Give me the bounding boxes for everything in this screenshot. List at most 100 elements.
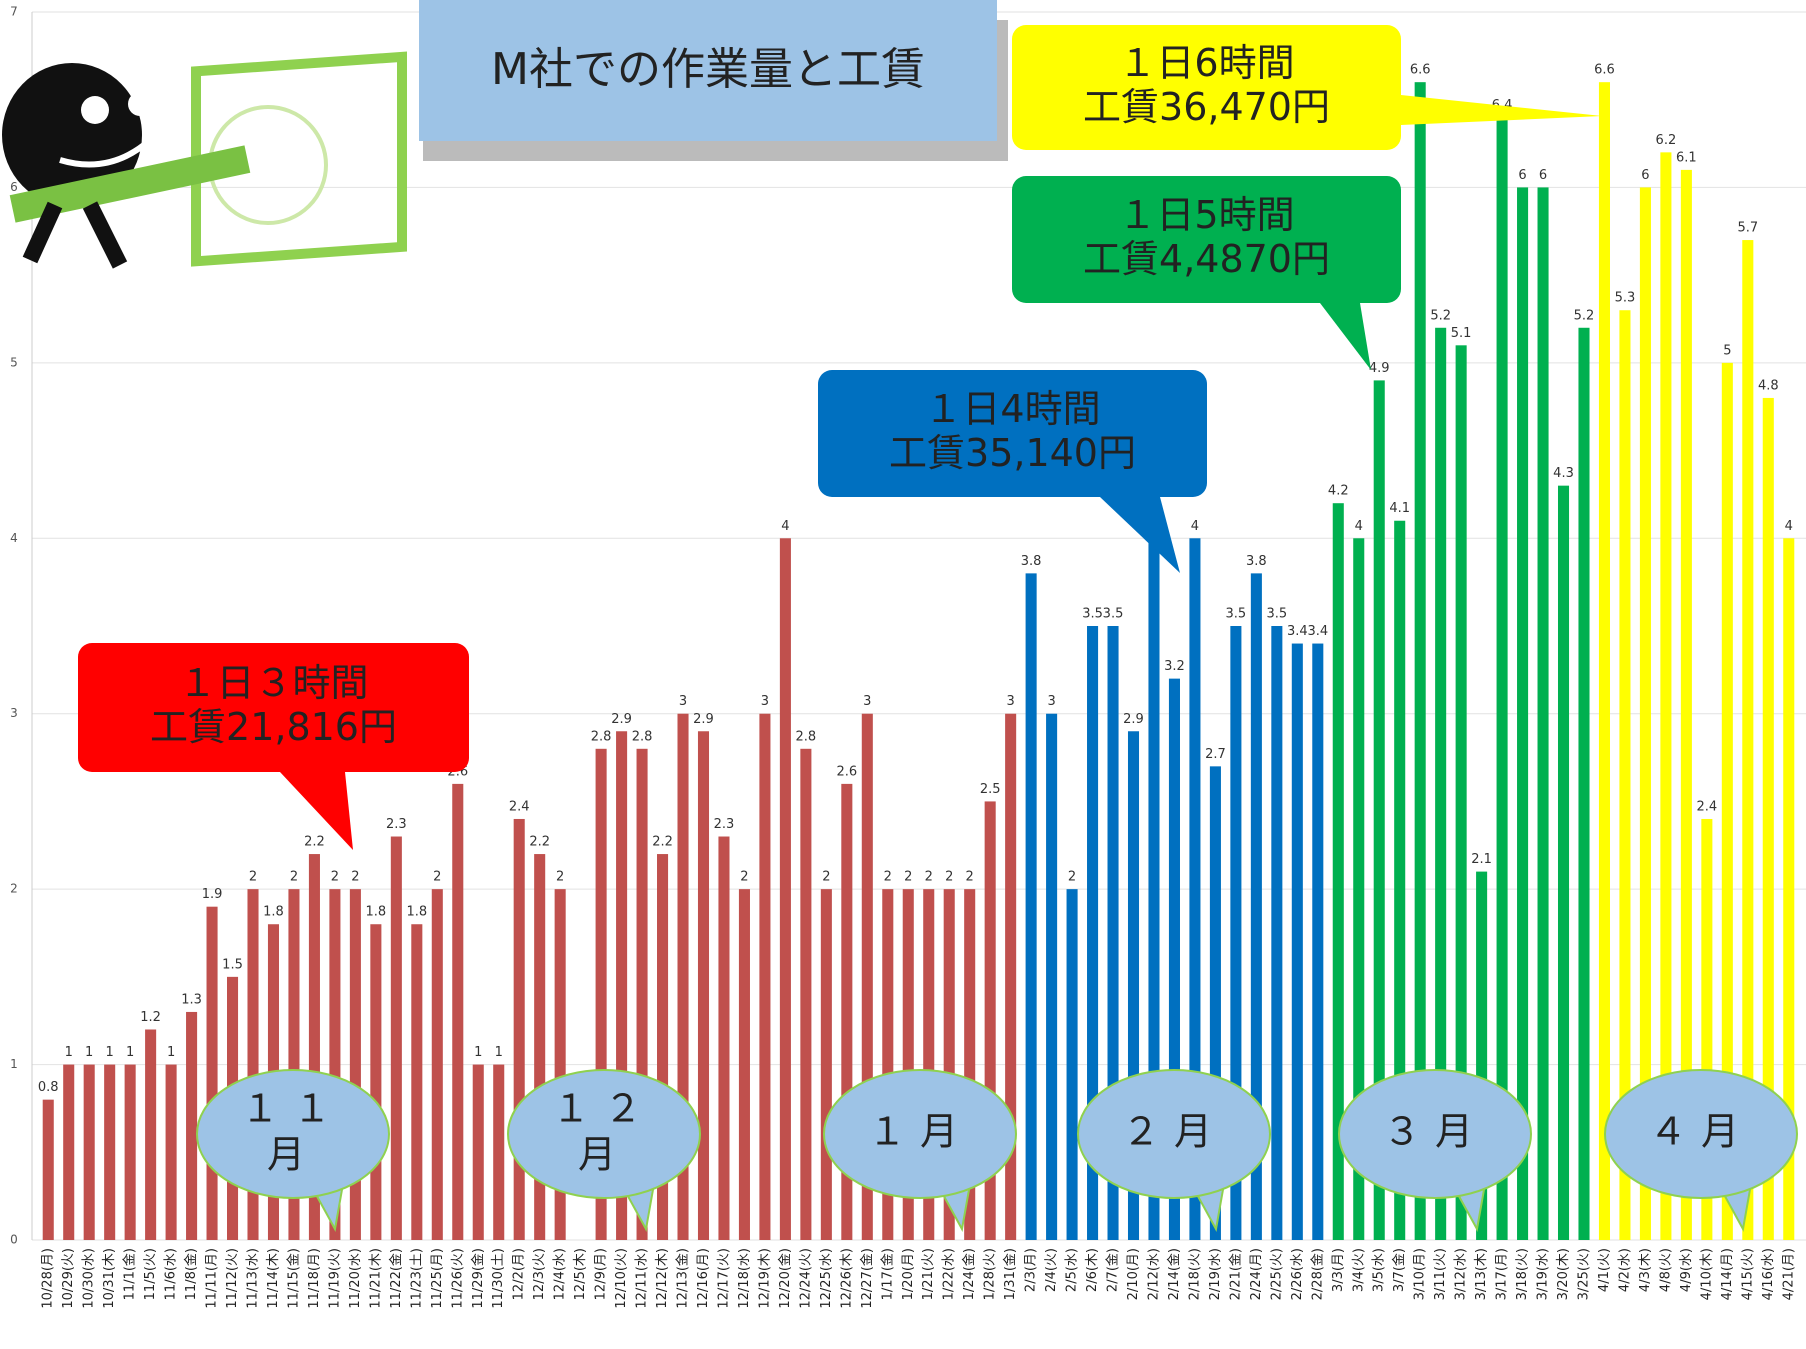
bubble <box>507 1069 701 1199</box>
bar <box>124 1064 136 1240</box>
bar <box>1639 187 1651 1240</box>
x-tick-label: 3/7(金) <box>1391 1248 1407 1292</box>
callout-box <box>78 643 469 772</box>
value-label: 4.2 <box>1328 484 1349 499</box>
x-tick-label: 2/12(水) <box>1146 1248 1161 1300</box>
value-label: 6 <box>1539 168 1547 183</box>
bar <box>1271 626 1283 1240</box>
x-tick-label: 11/20(水) <box>348 1248 363 1309</box>
value-label: 6.1 <box>1676 150 1697 165</box>
x-tick-label: 1/22(水) <box>942 1248 957 1300</box>
x-tick-label: 4/2(水) <box>1617 1248 1632 1292</box>
bar <box>718 836 730 1240</box>
value-label: 3.4 <box>1287 624 1308 639</box>
bar <box>1701 818 1713 1240</box>
bar <box>1496 117 1508 1241</box>
value-label: 3 <box>863 694 871 709</box>
bar <box>657 854 669 1240</box>
value-label: 2.8 <box>796 729 817 744</box>
x-tick-label: 11/14(木) <box>266 1248 281 1309</box>
value-label: 3 <box>1047 694 1055 709</box>
bar <box>1537 187 1549 1240</box>
callout-box <box>818 370 1207 497</box>
callout-box <box>1012 176 1401 303</box>
value-label: 2.7 <box>1205 747 1226 762</box>
bar <box>104 1064 116 1240</box>
value-label: 4.8 <box>1758 378 1779 393</box>
value-label: 2 <box>966 870 974 885</box>
bar <box>42 1099 54 1240</box>
bar <box>1557 485 1570 1241</box>
value-label: 3 <box>679 694 687 709</box>
bubble <box>1338 1069 1532 1199</box>
y-tick-label: 4 <box>10 531 18 545</box>
bar <box>1066 889 1078 1240</box>
x-tick-label: 2/21(金) <box>1227 1248 1243 1300</box>
x-tick-label: 12/26(木) <box>839 1248 854 1309</box>
x-tick-label: 3/25(火) <box>1576 1248 1591 1300</box>
value-label: 2 <box>556 870 564 885</box>
value-label: 3 <box>1007 694 1015 709</box>
y-tick-label: 6 <box>10 180 18 194</box>
bar <box>861 713 873 1240</box>
x-tick-label: 12/20(金) <box>777 1248 793 1309</box>
x-tick-label: 2/26(水) <box>1290 1248 1305 1300</box>
x-tick-label: 2/3(月) <box>1024 1248 1039 1292</box>
x-tick-label: 12/5(木) <box>573 1248 588 1300</box>
bar <box>1680 169 1692 1240</box>
x-tick-label: 2/4(火) <box>1044 1248 1059 1292</box>
bar <box>1312 643 1324 1240</box>
value-label: 1.5 <box>222 957 243 972</box>
callout-text: １日5時間 <box>1118 193 1294 237</box>
value-label: 1 <box>106 1045 114 1060</box>
value-label: 2 <box>925 870 933 885</box>
value-label: 1 <box>474 1045 482 1060</box>
month-label: ２月 <box>1122 1110 1226 1154</box>
value-label: 3.2 <box>1164 659 1185 674</box>
value-label: 2.9 <box>1123 712 1144 727</box>
month-label: 月 <box>267 1133 319 1177</box>
bar <box>1353 538 1365 1240</box>
value-label: 2.1 <box>1471 852 1492 867</box>
x-tick-label: 4/21(月) <box>1781 1248 1796 1300</box>
value-label: 6.2 <box>1656 133 1677 148</box>
bar <box>308 854 320 1240</box>
value-label: 1.2 <box>140 1010 161 1025</box>
value-label: 4 <box>1785 519 1793 534</box>
bar <box>820 889 832 1240</box>
x-tick-label: 2/5(水) <box>1065 1248 1080 1292</box>
value-label: 3.8 <box>1021 554 1042 569</box>
x-tick-label: 2/7(金) <box>1105 1248 1121 1292</box>
x-tick-label: 12/18(水) <box>737 1248 752 1309</box>
value-label: 2 <box>351 870 359 885</box>
x-tick-label: 12/16(月) <box>696 1248 711 1309</box>
value-label: 4 <box>1355 519 1363 534</box>
bar <box>390 836 402 1240</box>
x-tick-label: 3/4(火) <box>1351 1248 1366 1292</box>
mascot <box>2 51 407 269</box>
x-tick-label: 11/30(土) <box>491 1248 506 1309</box>
bar <box>595 748 607 1240</box>
bar <box>984 801 996 1240</box>
callout-text: 工賃21,816円 <box>150 705 397 749</box>
x-tick-label: 12/2(月) <box>512 1248 527 1300</box>
x-tick-label: 12/13(金) <box>675 1248 691 1309</box>
title-box <box>419 0 997 141</box>
bar <box>1721 362 1733 1240</box>
x-tick-label: 12/24(火) <box>798 1248 813 1309</box>
x-tick-label: 4/3(木) <box>1638 1248 1653 1292</box>
y-tick-label: 5 <box>10 355 18 369</box>
value-label: 5.7 <box>1737 221 1758 236</box>
bar <box>472 1064 484 1240</box>
value-label: 1.8 <box>263 905 284 920</box>
bar <box>431 889 443 1240</box>
x-tick-label: 12/12(木) <box>655 1248 670 1309</box>
y-tick-label: 7 <box>10 5 18 19</box>
bar <box>882 889 894 1240</box>
x-tick-label: 3/20(木) <box>1556 1248 1571 1300</box>
x-tick-label: 2/10(月) <box>1126 1248 1141 1300</box>
x-tick-label: 12/4(水) <box>553 1248 568 1300</box>
x-tick-label: 3/19(水) <box>1536 1248 1551 1300</box>
